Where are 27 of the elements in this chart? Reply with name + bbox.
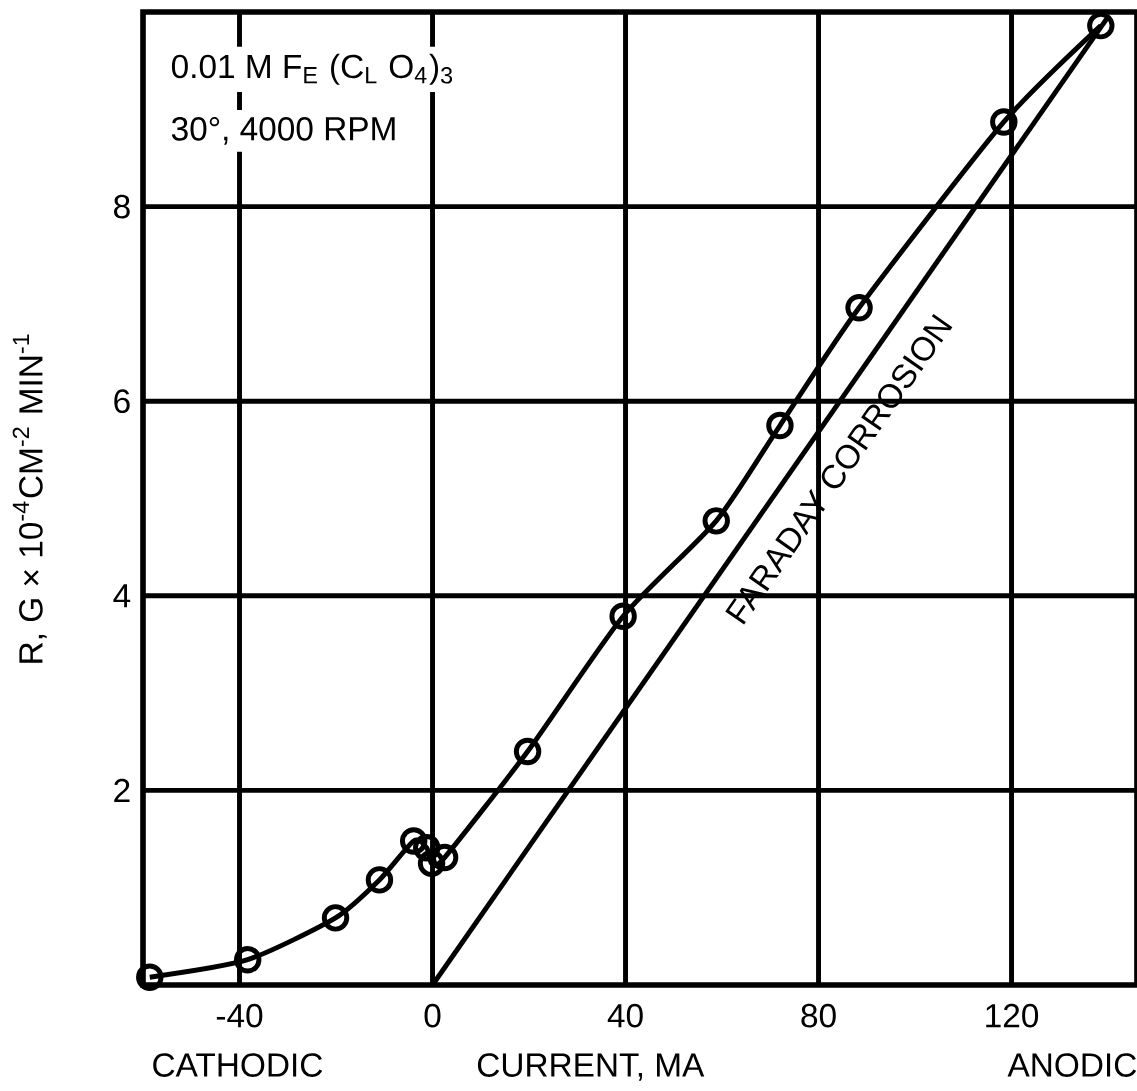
x-tick-label: 40 xyxy=(607,1003,643,1028)
text: CATHODIC xyxy=(153,1053,323,1077)
x-tick-label: 80 xyxy=(801,1003,836,1028)
y-axis-title: R, G × 10$^{-4}$CM$^{-2}$ MIN$^{-1}$ xyxy=(12,334,47,663)
x-tick-label: 0 xyxy=(424,1003,441,1028)
annotation: 30°, 4000 RPM xyxy=(171,117,395,145)
point xyxy=(136,963,164,991)
point xyxy=(321,904,350,932)
point xyxy=(400,827,428,855)
y-tick-label: 6 xyxy=(114,389,130,414)
y-tick-label: 2 xyxy=(114,778,130,803)
point xyxy=(990,108,1018,136)
point xyxy=(513,737,542,766)
annotation: 0.01 M F$_{E}$ (C$_{L}$ O$_{4}$)$_{3}$ xyxy=(171,53,453,85)
point xyxy=(609,602,637,630)
text: ANODIC xyxy=(1007,1053,1137,1077)
point xyxy=(234,945,262,974)
x-tick-label: 120 xyxy=(986,1003,1039,1028)
point xyxy=(417,849,446,878)
y-tick-label: 4 xyxy=(113,584,131,608)
x-tick-label: -40 xyxy=(216,1003,263,1028)
y-tick-label: 8 xyxy=(114,194,130,219)
point xyxy=(1087,11,1115,40)
point xyxy=(413,834,441,862)
x-axis-title: CURRENT, MA xyxy=(477,1053,705,1081)
point xyxy=(365,866,394,894)
point xyxy=(766,411,794,440)
